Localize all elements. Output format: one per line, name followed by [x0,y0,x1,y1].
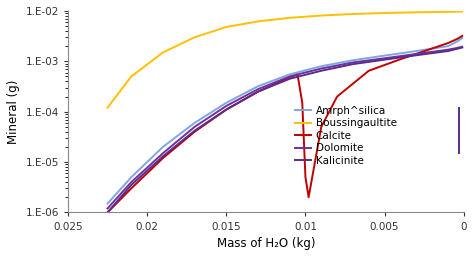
Amrph^silica [105,202,110,205]
Boussingaultite [128,75,134,78]
Dolomite [223,104,229,107]
Boussingaultite [319,14,324,17]
Dolomite [382,57,387,60]
Calcite [366,69,372,72]
Calcite [302,176,308,179]
Boussingaultite [255,20,261,23]
Calcite [459,34,465,38]
Dolomite [105,207,110,210]
Dolomite [413,52,419,56]
Kalicinite [128,183,134,187]
Dolomite [459,45,465,48]
Y-axis label: Mineral (g): Mineral (g) [7,79,20,144]
Kalicinite [160,155,166,158]
Amrph^silica [413,50,419,53]
Line: Boussingaultite: Boussingaultite [108,12,462,108]
Calcite [287,76,292,79]
Kalicinite [455,47,460,50]
Boussingaultite [105,106,110,109]
Dolomite [128,181,134,184]
Boussingaultite [192,36,198,39]
Dolomite [445,48,451,51]
Line: Calcite: Calcite [108,36,462,213]
Boussingaultite [445,10,451,13]
Kalicinite [445,50,451,53]
Amrph^silica [223,101,229,104]
Kalicinite [382,58,387,61]
Calcite [105,211,110,214]
Kalicinite [413,54,419,57]
Kalicinite [255,90,261,93]
Kalicinite [192,129,198,132]
Kalicinite [459,46,465,49]
Dolomite [287,75,292,78]
Calcite [455,37,460,40]
Calcite [319,125,324,128]
Line: Dolomite: Dolomite [108,47,462,208]
Calcite [300,101,305,104]
Calcite [429,47,435,50]
Dolomite [255,88,261,91]
Calcite [334,95,340,98]
Kalicinite [223,108,229,111]
Line: Amrph^silica: Amrph^silica [108,38,462,204]
Calcite [223,108,229,111]
Line: Kalicinite: Kalicinite [108,48,462,213]
Amrph^silica [459,36,465,40]
Kalicinite [287,77,292,80]
Amrph^silica [455,40,460,43]
Amrph^silica [445,45,451,48]
Amrph^silica [350,59,356,62]
Boussingaultite [160,51,166,54]
Kalicinite [319,69,324,72]
Dolomite [192,125,198,128]
Calcite [445,42,451,45]
Amrph^silica [160,145,166,149]
Boussingaultite [287,16,292,19]
Calcite [160,157,166,160]
Boussingaultite [223,25,229,29]
X-axis label: Mass of H₂O (kg): Mass of H₂O (kg) [217,237,315,250]
Kalicinite [105,211,110,214]
Calcite [295,73,301,76]
Amrph^silica [287,73,292,76]
Dolomite [319,67,324,70]
Amrph^silica [128,176,134,179]
Amrph^silica [192,121,198,124]
Dolomite [350,61,356,64]
Boussingaultite [350,12,356,15]
Calcite [128,187,134,190]
Amrph^silica [382,54,387,57]
Boussingaultite [382,12,387,15]
Amrph^silica [319,65,324,68]
Calcite [192,130,198,133]
Boussingaultite [459,10,465,13]
Calcite [398,58,403,61]
Dolomite [455,46,460,49]
Boussingaultite [455,10,460,13]
Dolomite [160,152,166,155]
Kalicinite [350,63,356,66]
Boussingaultite [413,11,419,14]
Calcite [306,196,311,199]
Legend: Amrph^silica, Boussingaultite, Calcite, Dolomite, Kalicinite: Amrph^silica, Boussingaultite, Calcite, … [291,102,401,170]
Calcite [255,90,261,93]
Amrph^silica [255,85,261,88]
